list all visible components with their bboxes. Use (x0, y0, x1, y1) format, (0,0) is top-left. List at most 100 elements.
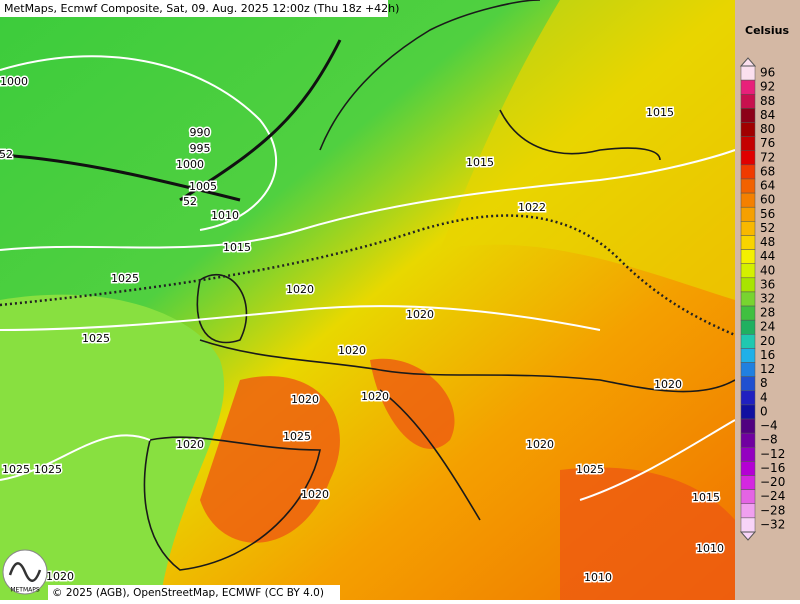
scale-label: 8 (760, 376, 768, 390)
isobar-label: 1025 (283, 430, 311, 443)
color-swatch (740, 136, 756, 151)
color-swatch (740, 122, 756, 137)
scale-label: 4 (760, 390, 768, 404)
color-swatch (740, 263, 756, 279)
scale-arrow-top (739, 57, 757, 67)
scale-label: 96 (760, 66, 775, 80)
isobar-label: 1000 (176, 158, 204, 171)
color-swatch (740, 192, 756, 208)
color-swatch (740, 65, 756, 81)
isobar-label: 1025 (82, 332, 110, 345)
color-swatch (740, 79, 756, 95)
color-swatch (740, 235, 756, 250)
hot-area (200, 358, 735, 600)
scale-label: −28 (760, 503, 785, 517)
isobar-label: 1010 (211, 209, 239, 222)
scale-label: 44 (760, 249, 775, 263)
isobar-label: 1015 (692, 491, 720, 504)
scale-label: 48 (760, 235, 775, 249)
isobar-label: 1010 (696, 542, 724, 555)
color-swatch (740, 447, 756, 462)
scale-label: 92 (760, 80, 775, 94)
color-swatch (740, 178, 756, 194)
color-swatch (740, 348, 756, 363)
attribution-box (48, 585, 340, 600)
isobar-labels: 1000 990 995 1000 1005 52 1010 1015 1025 1020 1025… (0, 74, 726, 586)
color-swatch (740, 461, 756, 476)
color-swatch (740, 503, 756, 519)
isobar-label: 1020 (338, 344, 366, 357)
isobar-label: 995 (190, 142, 211, 155)
color-swatch (740, 164, 756, 180)
isobar-label: 1020 (361, 390, 389, 403)
scale-label: 88 (760, 94, 775, 108)
color-swatch (740, 432, 756, 448)
isobar-label: 1015 (646, 106, 674, 119)
color-swatch (740, 404, 756, 420)
scale-label: 52 (760, 221, 775, 235)
scale-label: 28 (760, 306, 775, 320)
isobar-label: 1020 (176, 438, 204, 451)
scale-label: −32 (760, 517, 785, 531)
color-swatch (740, 150, 756, 166)
color-swatch (740, 390, 756, 406)
color-scale: 9692888480767268646056524844403632282420… (739, 57, 785, 541)
color-swatch (740, 108, 756, 123)
scale-label: 36 (760, 277, 775, 291)
scale-label: 20 (760, 334, 775, 348)
isobar-label: 52 (0, 148, 13, 161)
color-swatch (740, 376, 756, 392)
legend-unit: Celsius (745, 24, 789, 37)
scale-label: −24 (760, 489, 785, 503)
scale-label: −20 (760, 475, 785, 489)
color-swatch (740, 221, 756, 236)
scale-label: 32 (760, 292, 775, 306)
scale-label: 76 (760, 136, 775, 150)
warm-area (440, 0, 735, 300)
isobar-label: 1025 (34, 463, 62, 476)
isobar-label: 1015 (466, 156, 494, 169)
color-swatch (740, 362, 756, 377)
color-swatch (740, 277, 756, 293)
logo-text: METMAPS (10, 587, 40, 594)
isobar-label: 1025 (2, 463, 30, 476)
isobar-label: 990 (190, 126, 211, 139)
scale-label: 68 (760, 164, 775, 178)
isobars (0, 55, 736, 501)
isobar-label: 1020 (406, 308, 434, 321)
isobar-label: 1020 (291, 393, 319, 406)
title-box (0, 0, 388, 17)
scale-label: 72 (760, 150, 775, 164)
color-swatch (740, 305, 756, 321)
isobar-label: 1015 (223, 241, 251, 254)
logo-wave (8, 562, 42, 582)
map-title: MetMaps, Ecmwf Composite, Sat, 09. Aug. … (4, 2, 399, 15)
color-swatch (740, 334, 756, 349)
isobar-label: 1025 (111, 272, 139, 285)
scale-label: 16 (760, 348, 775, 362)
scale-label: 56 (760, 207, 775, 221)
isobar-label: 1020 (654, 378, 682, 391)
coastlines (143, 0, 736, 571)
cool-sea-area (0, 294, 225, 600)
color-swatch (740, 517, 756, 533)
scale-label: −8 (760, 433, 778, 447)
isobar-label: 1020 (46, 570, 74, 583)
color-swatch (740, 93, 756, 109)
isobar-label: 1020 (526, 438, 554, 451)
isobar-label: 1010 (584, 571, 612, 584)
color-swatch (740, 319, 756, 335)
color-swatch (740, 475, 756, 490)
color-swatch (740, 489, 756, 505)
color-swatch (740, 206, 756, 222)
scale-label: 60 (760, 193, 775, 207)
scale-label: 64 (760, 179, 775, 193)
attribution: © 2025 (AGB), OpenStreetMap, ECMWF (CC B… (52, 587, 324, 599)
front-line (0, 39, 342, 202)
color-swatch (740, 249, 756, 264)
isobar-label: 1020 (286, 283, 314, 296)
scale-label: 0 (760, 404, 768, 418)
scale-label: 84 (760, 108, 775, 122)
isobar-label: 52 (183, 195, 197, 208)
